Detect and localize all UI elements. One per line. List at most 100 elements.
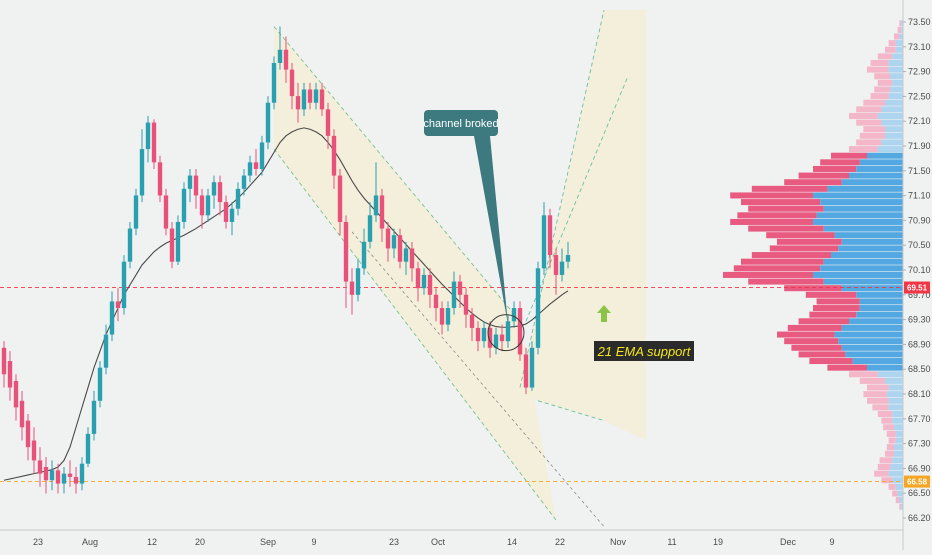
candle	[157, 155, 163, 203]
candle-body	[343, 221, 349, 282]
profile-bar-buy	[895, 430, 903, 437]
profile-bar-sell	[748, 205, 824, 212]
profile-bar-buy	[838, 338, 903, 345]
profile-bar-buy	[890, 86, 903, 93]
candles	[1, 26, 571, 494]
candle-body	[97, 367, 103, 401]
candle	[361, 228, 367, 275]
candle-body	[409, 248, 415, 269]
candle-body	[7, 361, 13, 388]
candle	[343, 215, 349, 309]
profile-bar-buy	[841, 238, 903, 245]
candle	[511, 301, 517, 328]
profile-bar-sell	[723, 271, 813, 278]
candle-body	[253, 162, 259, 169]
candle-body	[127, 228, 133, 262]
profile-bar-buy	[888, 66, 903, 73]
candle	[151, 119, 157, 169]
profile-bar-buy	[888, 397, 903, 404]
profile-bar-sell	[766, 232, 835, 239]
candle-body	[67, 473, 73, 477]
candle-body	[361, 241, 367, 269]
candle	[487, 321, 493, 358]
candle	[193, 168, 199, 209]
candle	[559, 248, 565, 282]
candle	[55, 463, 61, 494]
date-label: 23	[389, 537, 399, 547]
candle	[553, 248, 559, 295]
candle-body	[379, 195, 385, 229]
profile-bar-buy	[813, 218, 903, 225]
candle	[391, 228, 397, 259]
candle	[145, 115, 151, 163]
candle	[535, 261, 541, 355]
profile-bar-buy	[888, 93, 903, 100]
candle	[421, 268, 427, 295]
candle-body	[547, 215, 553, 256]
volume-profile	[723, 20, 903, 510]
candle	[349, 268, 355, 315]
profile-bar-sell	[870, 93, 889, 100]
candle-body	[247, 162, 253, 176]
profile-bar-buy	[813, 271, 903, 278]
price-tick-label: 72.90	[908, 67, 931, 77]
candle-body	[1, 347, 7, 375]
date-label: 20	[195, 537, 205, 547]
ema-support-label-box[interactable]	[594, 341, 694, 361]
profile-bar-sell	[874, 86, 891, 93]
profile-bar-buy	[816, 212, 903, 219]
candle-body	[475, 327, 481, 342]
profile-bar-sell	[881, 417, 893, 424]
profile-bar-buy	[885, 377, 903, 384]
candle-body	[559, 261, 565, 275]
profile-bar-buy	[841, 179, 903, 186]
profile-bar-buy	[838, 245, 903, 252]
candle	[367, 202, 373, 249]
candle-body	[439, 308, 445, 325]
up-channel-fill	[520, 10, 646, 441]
candle	[475, 321, 481, 352]
profile-bar-sell	[748, 278, 824, 285]
candle-body	[19, 400, 25, 428]
profile-bar-buy	[886, 391, 903, 398]
candle-body	[163, 195, 169, 229]
candle-body	[85, 433, 91, 464]
profile-bar-buy	[841, 344, 903, 351]
profile-bar-sell	[741, 199, 821, 206]
candle	[205, 188, 211, 222]
candle	[1, 341, 7, 388]
candle-body	[295, 96, 301, 110]
profile-bar-sell	[798, 351, 846, 358]
profile-bar-buy	[867, 364, 903, 371]
candle-body	[139, 149, 145, 196]
breakout-circle	[487, 314, 525, 352]
profile-bar-sell	[863, 99, 885, 106]
candle	[31, 427, 37, 474]
profile-bar-sell	[894, 33, 900, 40]
up-channel-upper	[519, 9, 605, 388]
profile-bar-sell	[859, 377, 885, 384]
date-label: 9	[311, 537, 316, 547]
candle	[469, 308, 475, 342]
date-label: Oct	[431, 537, 446, 547]
candle-body	[217, 182, 223, 203]
profile-bar-buy	[823, 278, 903, 285]
profile-bar-sell	[886, 444, 894, 451]
current-price-value: 69.51	[907, 284, 928, 293]
profile-bar-buy	[888, 59, 903, 66]
profile-bar-sell	[856, 119, 882, 126]
price-tick-label: 69.70	[908, 290, 931, 300]
profile-bar-sell	[888, 437, 896, 444]
channel-broked-callout[interactable]	[424, 110, 498, 136]
candle-body	[193, 175, 199, 196]
candle	[277, 26, 283, 70]
profile-bar-sell	[813, 165, 857, 172]
profile-bar-buy	[890, 73, 903, 80]
price-tick-label: 71.10	[908, 191, 931, 201]
profile-bar-buy	[885, 126, 903, 133]
candle-body	[421, 274, 427, 289]
candle-body	[121, 261, 127, 309]
candle-body	[337, 175, 343, 222]
channel-broked-text: channel broked	[423, 118, 498, 130]
